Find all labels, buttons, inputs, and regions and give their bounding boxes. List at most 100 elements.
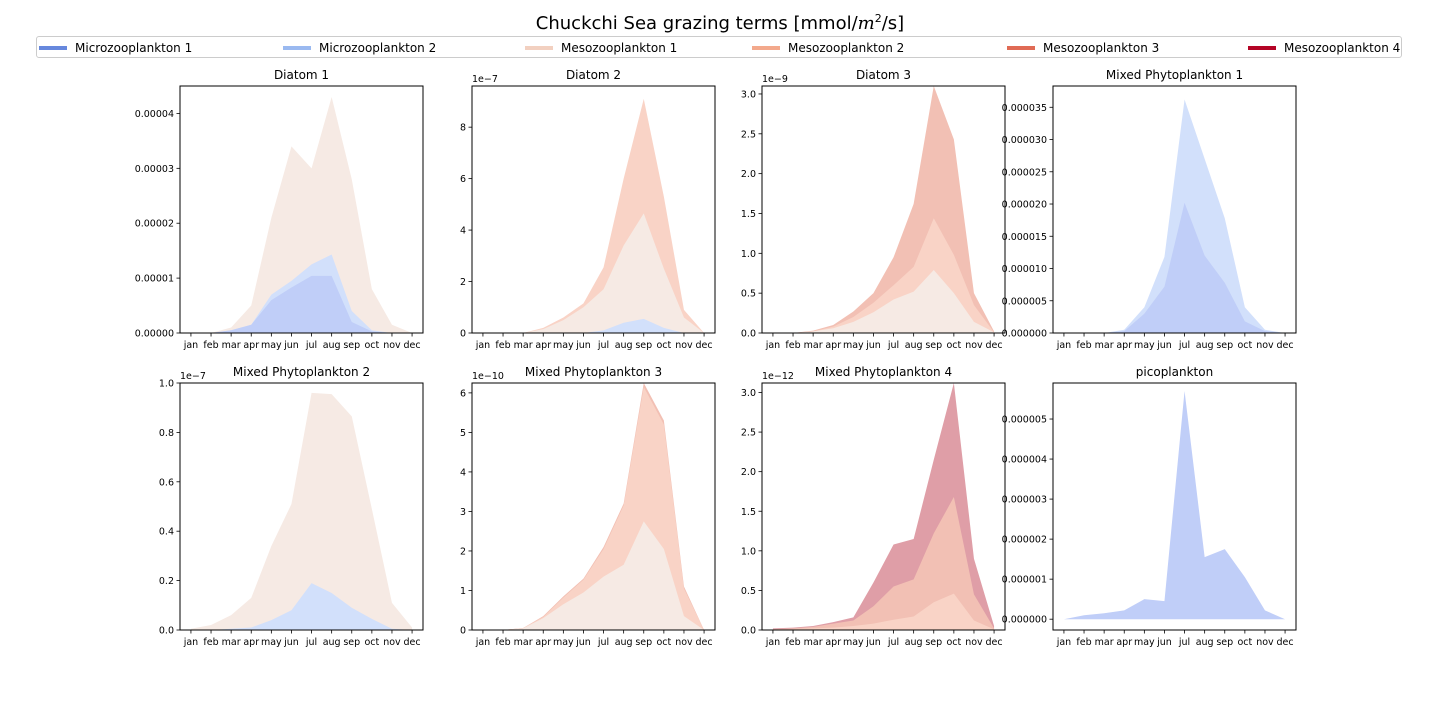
axes-frame <box>179 382 424 631</box>
y-tick-label: 0.000010 <box>1002 264 1047 275</box>
subplot-title: Diatom 3 <box>856 68 911 82</box>
axes-frame <box>471 85 716 334</box>
area-series <box>772 270 995 333</box>
y-tick-label: 1.0 <box>741 546 756 557</box>
y-tick-label: 0.4 <box>159 527 174 538</box>
x-tick-label: oct <box>946 340 961 351</box>
x-tick-label: may <box>261 340 282 351</box>
x-tick-label: may <box>843 340 864 351</box>
y-tick-label: 3 <box>460 507 466 518</box>
x-tick-label: jun <box>865 637 881 648</box>
x-tick-label: apr <box>825 637 841 648</box>
x-tick-label: dec <box>986 340 1003 351</box>
area-series <box>1063 202 1286 333</box>
x-tick-label: feb <box>203 340 218 351</box>
x-tick-label: apr <box>825 340 841 351</box>
legend-swatch <box>283 45 311 50</box>
subplot-title: Diatom 2 <box>566 68 621 82</box>
axis-offset-label: 1e−7 <box>180 371 206 382</box>
x-tick-label: aug <box>905 340 923 351</box>
area-series <box>190 583 413 630</box>
x-tick-label: aug <box>323 340 341 351</box>
legend-entry: Mesozooplankton 3 <box>1007 40 1159 56</box>
subplot-title: Diatom 1 <box>274 68 329 82</box>
y-tick-label: 0.8 <box>159 428 174 439</box>
y-tick-label: 0.0 <box>741 329 756 340</box>
y-tick-label: 2 <box>460 546 466 557</box>
x-tick-label: mar <box>514 637 533 648</box>
x-tick-label: aug <box>615 340 633 351</box>
x-tick-label: dec <box>696 637 713 648</box>
x-tick-label: mar <box>222 340 241 351</box>
y-tick-label: 2.5 <box>741 129 756 140</box>
x-tick-label: sep <box>343 637 360 648</box>
y-tick-label: 0.000004 <box>1002 455 1047 466</box>
x-tick-label: sep <box>1216 340 1233 351</box>
x-tick-label: oct <box>364 340 379 351</box>
axis-offset-label: 1e−12 <box>762 371 794 382</box>
y-tick-label: 2.0 <box>741 467 756 478</box>
legend-label: Mesozooplankton 2 <box>788 41 905 55</box>
subplot: jan feb mar apr may jun jul aug sep oct nov dec0.00… <box>135 68 424 351</box>
y-tick-label: 4 <box>460 467 466 478</box>
y-tick-label: 6 <box>460 174 466 185</box>
y-tick-label: 0.00002 <box>135 219 174 230</box>
x-tick-label: jul <box>305 340 317 351</box>
x-tick-label: mar <box>804 340 823 351</box>
x-tick-label: mar <box>514 340 533 351</box>
x-tick-label: jan <box>765 340 780 351</box>
x-tick-label: feb <box>495 637 510 648</box>
x-tick-label: jun <box>283 340 299 351</box>
x-tick-label: jan <box>1056 637 1071 648</box>
legend-label: Mesozooplankton 3 <box>1043 41 1160 55</box>
subplot-title: Mixed Phytoplankton 3 <box>525 365 662 379</box>
x-tick-label: sep <box>635 637 652 648</box>
y-tick-label: 0.000003 <box>1002 495 1047 506</box>
y-tick-label: 1.5 <box>741 209 756 220</box>
x-tick-label: sep <box>1216 637 1233 648</box>
x-tick-label: jun <box>575 637 591 648</box>
y-tick-label: 0.000005 <box>1002 296 1047 307</box>
x-tick-label: may <box>1134 637 1155 648</box>
subplot: jan feb mar apr may jun jul aug sep oct nov dec 0 2 4 6… <box>460 68 716 351</box>
x-tick-label: nov <box>675 637 693 648</box>
x-tick-label: feb <box>495 340 510 351</box>
y-tick-label: 2.0 <box>741 169 756 180</box>
x-tick-label: oct <box>364 637 379 648</box>
x-tick-label: nov <box>383 340 401 351</box>
subplot: jan feb mar apr may jun jul aug sep oct nov dec0.00… <box>741 68 1006 351</box>
y-tick-label: 0.00001 <box>135 274 174 285</box>
area-series <box>190 275 413 333</box>
legend-entry: Mesozooplankton 2 <box>752 40 904 56</box>
x-tick-label: nov <box>383 637 401 648</box>
y-tick-label: 0.000015 <box>1002 232 1047 243</box>
axes-frame <box>761 382 1006 631</box>
x-tick-label: may <box>553 340 574 351</box>
legend-label: Mesozooplankton 4 <box>1284 41 1401 55</box>
y-tick-label: 0.0 <box>159 626 174 637</box>
legend-swatch <box>1007 45 1035 50</box>
legend-label: Microzooplankton 2 <box>319 41 437 55</box>
axis-offset-label: 1e−10 <box>472 371 504 382</box>
x-tick-label: feb <box>1076 637 1091 648</box>
x-tick-label: mar <box>1095 637 1114 648</box>
legend-swatch <box>1248 45 1276 50</box>
x-tick-label: aug <box>1196 340 1214 351</box>
subplot: jan feb mar apr may jun jul aug sep oct nov dec0.00… <box>741 365 1006 648</box>
y-tick-label: 0.000002 <box>1002 535 1047 546</box>
x-tick-label: jan <box>765 637 780 648</box>
subplot-title: Mixed Phytoplankton 4 <box>815 365 952 379</box>
y-tick-label: 0.000000 <box>1002 329 1047 340</box>
x-tick-label: feb <box>785 637 800 648</box>
x-tick-label: apr <box>1116 340 1132 351</box>
axes-frame <box>1052 382 1297 631</box>
subplot-title: Mixed Phytoplankton 1 <box>1106 68 1243 82</box>
area-series <box>772 593 995 630</box>
subplot: jan feb mar apr may jun jul aug sep oct nov dec0.00… <box>159 365 424 648</box>
y-tick-label: 0.000000 <box>1002 615 1047 626</box>
x-tick-label: dec <box>404 340 421 351</box>
x-tick-label: aug <box>905 637 923 648</box>
legend-entry: Microzooplankton 2 <box>283 40 436 56</box>
x-tick-label: dec <box>696 340 713 351</box>
